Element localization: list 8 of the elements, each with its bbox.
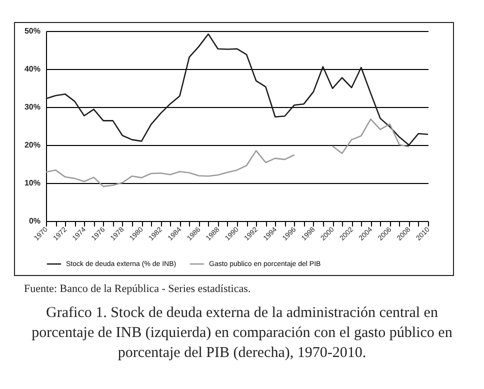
text: Grafico 1. Stock de deuda externa de la administración central en porcentaje de INB (izquierda) en comparación con el gasto público en porcentaje del PIB (derecha), 1970-2010. [30, 304, 454, 363]
y-tick-label: 30% [24, 102, 40, 112]
source-note: Fuente: Banco de la República - Series estadísticas. [24, 283, 251, 295]
y-tick-label: 20% [24, 140, 40, 150]
y-tick-label: 50% [24, 26, 40, 36]
y-tick-label: 40% [24, 64, 40, 74]
y-tick-label: 10% [24, 178, 40, 188]
y-tick-label: 0% [28, 216, 40, 226]
